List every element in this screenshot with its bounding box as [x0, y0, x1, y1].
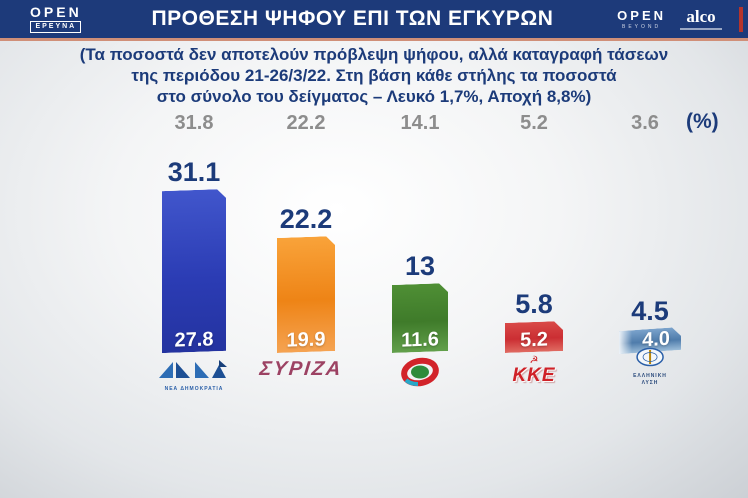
percent-unit-label: (%) [686, 110, 719, 133]
logo-kke: ☭ ΚΚΕ [512, 356, 555, 387]
red-stripe-decoration [739, 7, 743, 32]
logo-syriza: ΣΥΡΙΖΑ [258, 358, 344, 381]
logo-pasok [400, 356, 440, 395]
top-row-value-kke: 5.2 [520, 112, 548, 134]
logo-elliniki-lysi: ΕΛΛΗΝΙΚΗ ΛΥΣΗ [633, 347, 667, 386]
valid-percent-nd: 31.1 [167, 157, 221, 187]
logo-nea-dimokratia: ΝΕΑ ΔΗΜΟΚΡΑΤΙΑ [155, 358, 233, 392]
open-beyond-logo: OPEN BEYOND [617, 9, 666, 30]
page-title: ΠΡΟΘΕΣΗ ΨΗΦΟΥ ΕΠΙ ΤΩΝ ΕΓΚΥΡΩΝ [151, 7, 554, 30]
party-column-kke: 5.8 5.2 [474, 150, 594, 352]
el-emblem-icon [636, 347, 664, 367]
top-row-value-syriza: 22.2 [286, 112, 326, 134]
disclaimer-line-2: της περιόδου 21-26/3/22. Στη βάση κάθε σ… [131, 66, 617, 85]
valid-percent-el: 4.5 [631, 296, 669, 326]
open-logo-text: OPEN [30, 4, 82, 20]
alco-tagline [680, 27, 722, 30]
kke-logo-text: ΚΚΕ [512, 365, 556, 386]
open-ereyna-logo: OPEN ΕΡΕΥΝΑ [30, 5, 82, 33]
bar-kke: 5.2 [505, 321, 563, 353]
alco-logo: alco [680, 6, 722, 30]
top-row-value-el: 3.6 [631, 112, 659, 134]
syriza-logo-text: ΣΥΡΙΖΑ [258, 358, 344, 380]
disclaimer-line-1: (Τα ποσοστά δεν αποτελούν πρόβλεψη ψήφου… [79, 45, 669, 64]
open-beyond-logo-text: OPEN [617, 7, 666, 23]
bar-pasok: 11.6 [392, 283, 448, 353]
header-bar: OPEN ΕΡΕΥΝΑ ΠΡΟΘΕΣΗ ΨΗΦΟΥ ΕΠΙ ΤΩΝ ΕΓΚΥΡΩ… [0, 0, 748, 38]
party-column-el: 4.5 4.0 [590, 150, 710, 352]
base-percent-syriza: 19.9 [286, 328, 326, 352]
disclaimer-line-3: στο σύνολο του δείγματος – Λευκό 1,7%, Α… [156, 87, 592, 106]
party-column-nd: 31.1 27.8 [134, 150, 254, 352]
nd-logo-text: ΝΕΑ ΔΗΜΟΚΡΑΤΙΑ [164, 386, 224, 392]
alco-logo-text: alco [686, 6, 716, 26]
base-percent-pasok: 11.6 [401, 328, 439, 352]
bar-syriza: 19.9 [277, 236, 335, 353]
top-row-value-pasok: 14.1 [400, 112, 440, 134]
el-logo-text-line1: ΕΛΛΗΝΙΚΗ [633, 373, 667, 379]
pasok-emblem-icon [401, 357, 439, 387]
bar-nd: 27.8 [162, 189, 226, 353]
party-column-pasok: 13 11.6 [360, 150, 480, 352]
ereyna-badge: ΕΡΕΥΝΑ [30, 21, 82, 33]
valid-percent-kke: 5.8 [515, 289, 553, 319]
valid-percent-syriza: 22.2 [279, 204, 333, 234]
disclaimer-text: (Τα ποσοστά δεν αποτελούν πρόβλεψη ψήφου… [0, 44, 748, 107]
base-percent-kke: 5.2 [520, 328, 548, 352]
valid-percent-pasok: 13 [404, 251, 436, 281]
beyond-label: BEYOND [622, 23, 662, 30]
el-logo-text-line2: ΛΥΣΗ [641, 380, 659, 386]
base-percent-nd: 27.8 [174, 328, 214, 352]
nd-triangles-icon [159, 360, 227, 378]
hammer-sickle-icon: ☭ [529, 355, 539, 366]
header-right-logos: OPEN BEYOND alco [617, 6, 722, 30]
top-row-value-nd: 31.8 [174, 112, 214, 134]
party-column-syriza: 22.2 19.9 [246, 150, 366, 352]
header-underline [0, 38, 748, 41]
